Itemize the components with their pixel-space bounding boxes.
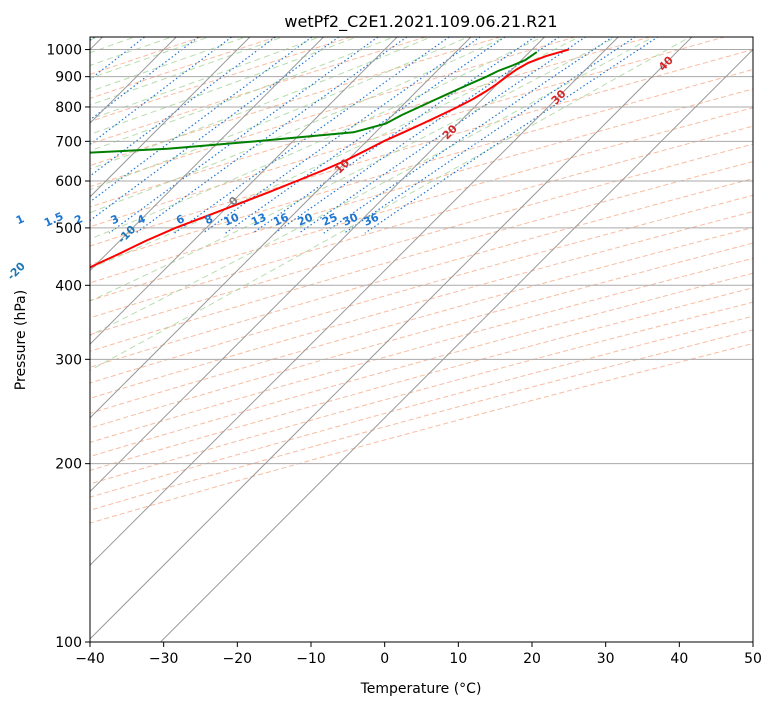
dry-adiabat-line — [90, 125, 753, 319]
x-tick-label: 50 — [744, 651, 762, 667]
y-tick-label: 600 — [55, 174, 82, 190]
y-tick-label: 700 — [55, 134, 82, 150]
x-tick-label: 10 — [449, 651, 467, 667]
isotherm-gridline — [90, 37, 325, 272]
y-axis: 100 200 300 400 500 600 700 800 900 1000 — [46, 43, 90, 651]
mixing-ratio-label: 13 — [249, 211, 268, 229]
moist-adiabat-line — [90, 37, 544, 240]
x-tick-label: 0 — [380, 651, 389, 667]
dewpoint-series-line — [90, 51, 538, 154]
mixing-ratio-line — [252, 37, 536, 234]
dry-adiabat-line — [90, 49, 753, 247]
x-tick-label: 30 — [597, 651, 615, 667]
isotherm-gridline — [159, 48, 753, 642]
mixing-ratio-line — [135, 37, 408, 234]
mixing-ratio-line — [323, 37, 614, 234]
isotherm-gridline — [90, 37, 546, 493]
x-tick-label: −20 — [223, 651, 253, 667]
mixing-ratio-label: 10 — [222, 211, 242, 229]
y-axis-title: Pressure (hPa) — [13, 290, 29, 390]
temperature-series-line — [90, 48, 570, 269]
isotherm-gridline — [90, 37, 693, 640]
x-tick-label: −40 — [75, 651, 105, 667]
dry-adiabat-line — [90, 178, 753, 368]
mixing-ratio-label: 25 — [320, 211, 339, 229]
mixing-ratio-line — [90, 37, 277, 177]
mixing-ratio-line — [90, 37, 313, 203]
moist-adiabat-line — [90, 37, 692, 371]
dry-adiabat-line — [90, 161, 753, 352]
y-tick-label: 300 — [55, 352, 82, 368]
y-tick-label: 100 — [55, 635, 82, 651]
y-tick-label: 200 — [55, 457, 82, 473]
x-tick-label: 20 — [523, 651, 541, 667]
mixing-ratio-lines — [90, 37, 659, 234]
mixing-ratio-label: 16 — [271, 211, 291, 229]
mixing-ratio-line — [90, 37, 233, 146]
mixing-ratio-line — [343, 37, 637, 234]
x-tick-label: −10 — [296, 651, 326, 667]
mixing-ratio-label: 36 — [362, 211, 382, 229]
dry-adiabat-line — [90, 329, 753, 511]
mixing-ratio-line — [90, 37, 200, 121]
x-tick-label: 40 — [670, 651, 688, 667]
isotherm-gridline — [90, 37, 619, 566]
x-axis: −40 −30 −20 −10 0 10 20 30 40 50 — [75, 642, 762, 667]
y-tick-label: 500 — [55, 221, 82, 237]
chart-title: wetPf2_C2E1.2021.109.06.21.R21 — [284, 12, 557, 32]
plot-frame — [89, 36, 754, 643]
mixing-ratio-line — [202, 37, 482, 234]
mixing-ratio-label: 20 — [296, 211, 316, 229]
mixing-ratio-label: 30 — [341, 211, 361, 229]
isotherm-gridline — [90, 37, 251, 198]
dry-adiabat-line — [90, 88, 753, 284]
y-tick-label: 400 — [55, 278, 82, 294]
mixing-ratio-line — [90, 37, 340, 222]
isobar-gridlines — [90, 49, 753, 642]
y-tick-label: 900 — [55, 70, 82, 86]
y-tick-label: 1000 — [46, 43, 82, 59]
y-tick-label: 800 — [55, 100, 82, 116]
isotherm-gridline — [90, 37, 472, 419]
dry-adiabat-line — [90, 342, 753, 524]
x-axis-title: Temperature (°C) — [360, 681, 482, 697]
profiles — [90, 48, 570, 269]
x-tick-label: −30 — [149, 651, 179, 667]
mixing-ratio-line — [108, 37, 379, 234]
